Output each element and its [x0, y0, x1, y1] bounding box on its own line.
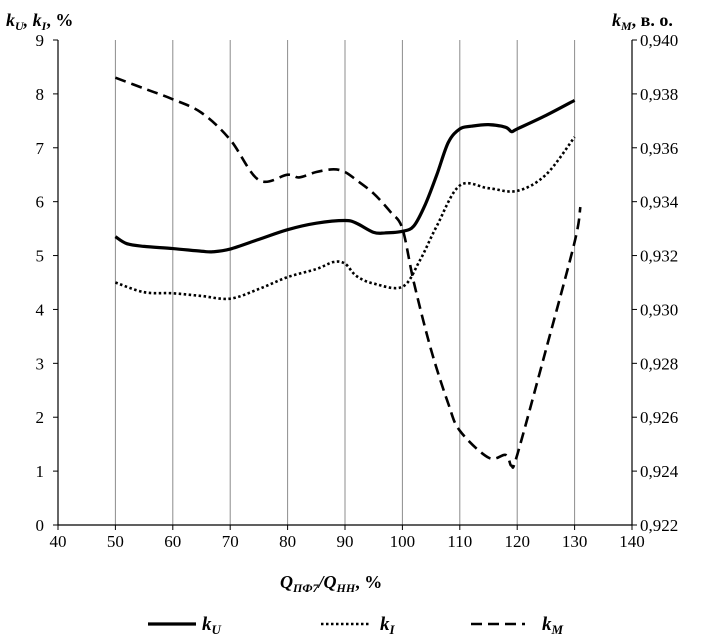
- y-right-tick-label: 0,930: [640, 300, 678, 319]
- y-left-tick-label: 3: [36, 354, 45, 373]
- x-tick-label: 90: [337, 532, 354, 551]
- y-right-tick-label: 0,938: [640, 85, 678, 104]
- y-right-tick-label: 0,934: [640, 193, 679, 212]
- y-left-tick-label: 5: [36, 247, 45, 266]
- y-left-tick-label: 1: [36, 462, 45, 481]
- x-tick-label: 140: [619, 532, 645, 551]
- x-tick-label: 80: [279, 532, 296, 551]
- x-tick-label: 70: [222, 532, 239, 551]
- x-tick-label: 60: [164, 532, 181, 551]
- legend-label-kI: kI: [380, 614, 396, 636]
- y-left-axis-title: kU, kI, %: [6, 10, 73, 33]
- x-tick-label: 40: [50, 532, 67, 551]
- legend-label-kU: kU: [202, 614, 222, 636]
- y-left-tick-label: 6: [36, 193, 45, 212]
- y-left-tick-label: 0: [36, 516, 45, 535]
- y-right-axis-title: kM, в. о.: [612, 10, 673, 33]
- y-left-tick-label: 8: [36, 85, 45, 104]
- y-right-tick-label: 0,936: [640, 139, 678, 158]
- x-axis-title: QПФ7/QНН, %: [280, 572, 382, 595]
- legend-label-kM: kM: [542, 614, 564, 636]
- y-left-tick-label: 4: [36, 300, 45, 319]
- x-tick-label: 50: [107, 532, 124, 551]
- y-right-tick-label: 0,932: [640, 247, 678, 266]
- x-axis-ticks: 40 50 60 70 80 90 100 110 120 130 140: [50, 525, 645, 551]
- y-left-tick-label: 9: [36, 31, 45, 50]
- x-tick-label: 120: [504, 532, 530, 551]
- y-left-tick-label: 2: [36, 408, 45, 427]
- y-right-tick-label: 0,924: [640, 462, 679, 481]
- series-line-kM: [114, 76, 582, 469]
- y-right-tick-label: 0,926: [640, 408, 678, 427]
- y-left-tick-label: 7: [36, 139, 45, 158]
- legend: kU kI kM: [148, 614, 564, 636]
- x-tick-label: 100: [390, 532, 416, 551]
- y-right-axis-ticks: 0,922 0,924 0,926 0,928 0,930 0,932 0,934 0,936…: [632, 31, 679, 535]
- series-line-kI: [114, 136, 576, 301]
- y-right-tick-label: 0,940: [640, 31, 678, 50]
- series-lines: [114, 76, 582, 469]
- y-right-tick-label: 0,928: [640, 354, 678, 373]
- x-tick-label: 130: [562, 532, 588, 551]
- y-right-tick-label: 0,922: [640, 516, 678, 535]
- x-tick-label: 110: [447, 532, 472, 551]
- series-line-kU: [114, 98, 576, 254]
- y-left-axis-ticks: 0 1 2 3 4 5 6 7 8 9: [36, 31, 58, 535]
